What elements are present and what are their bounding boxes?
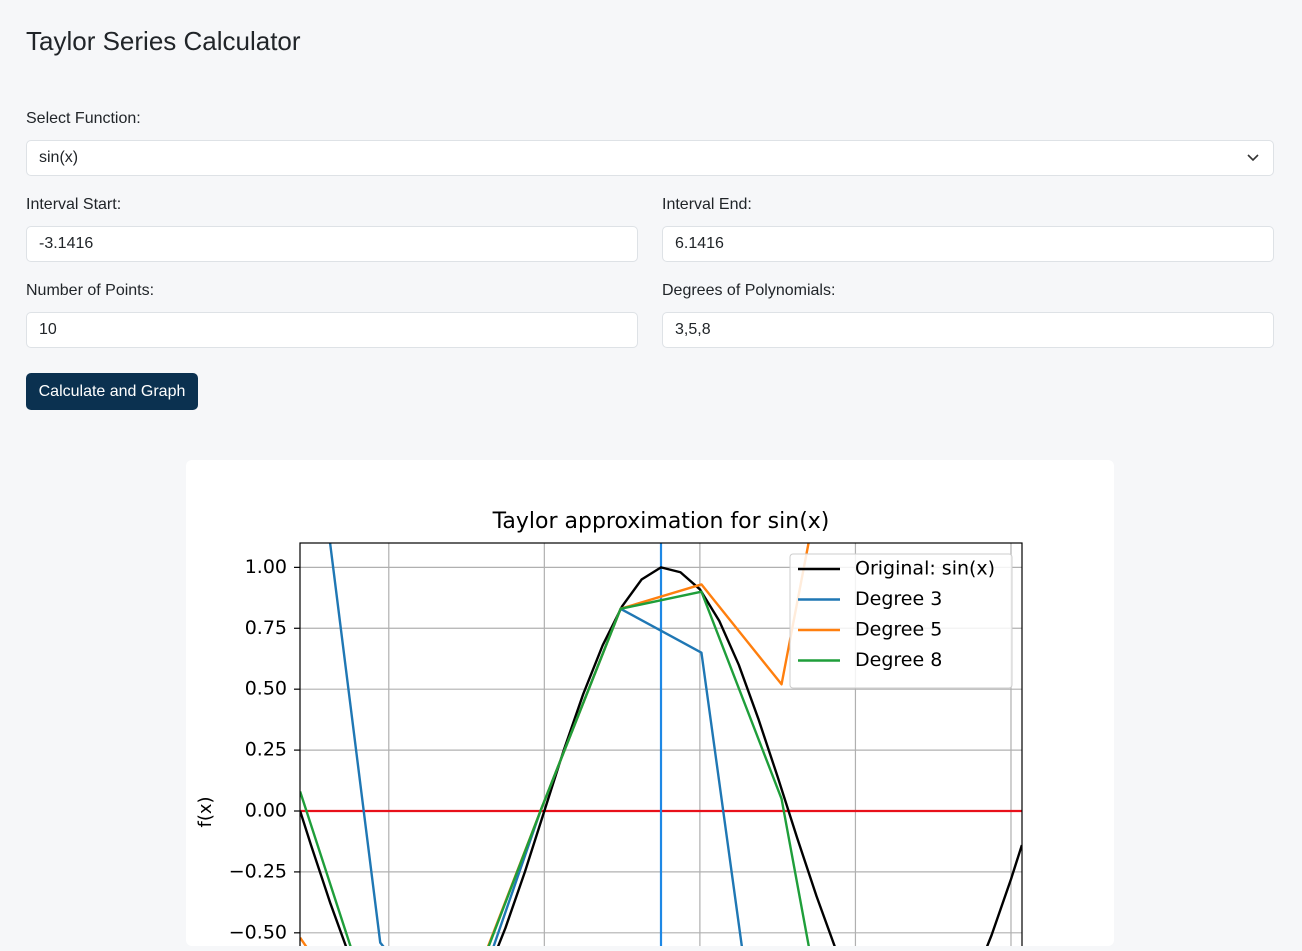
y-tick-label: −0.25 <box>229 860 287 882</box>
legend-box <box>789 553 1013 689</box>
y-tick-label: 0.00 <box>245 800 287 822</box>
y-tick-label: 0.25 <box>245 739 287 761</box>
input-value: 10 <box>39 321 57 338</box>
num-points-input[interactable]: 10 <box>26 312 638 348</box>
interval-end-input[interactable]: 6.1416 <box>662 226 1274 262</box>
legend-label: Degree 8 <box>855 649 942 671</box>
input-value: 3,5,8 <box>675 321 711 338</box>
label: Number of Points: <box>26 282 155 299</box>
select-value: sin(x) <box>39 149 79 166</box>
y-tick-label: 0.75 <box>245 617 287 639</box>
function-select[interactable]: sin(x) <box>26 140 1274 176</box>
legend-label: Degree 5 <box>855 619 942 641</box>
chart-card: Taylor approximation for sin(x) f(x) −0.… <box>186 460 1114 951</box>
y-tick-label: 1.00 <box>245 556 287 578</box>
legend-label: Original: sin(x) <box>855 558 995 580</box>
label: Interval Start: <box>26 196 122 213</box>
series-line <box>300 590 811 951</box>
series-line <box>328 543 744 951</box>
y-tick-label: −0.50 <box>229 921 287 943</box>
input-value: -3.1416 <box>39 235 94 252</box>
chart: Taylor approximation for sin(x) f(x) −0.… <box>195 509 1023 951</box>
plot-frame <box>299 542 1023 951</box>
series-line <box>300 543 810 951</box>
degrees-input[interactable]: 3,5,8 <box>662 312 1274 348</box>
label: Select Function: <box>26 110 141 127</box>
page-title: Taylor Series Calculator <box>26 26 301 56</box>
y-axis-label: f(x) <box>195 796 216 827</box>
legend-label: Degree 3 <box>855 588 942 610</box>
calculate-button[interactable]: Calculate and Graph <box>26 373 198 410</box>
label: Degrees of Polynomials: <box>662 282 836 299</box>
chart-title: Taylor approximation for sin(x) <box>492 509 830 534</box>
label: Interval End: <box>662 196 752 213</box>
chevron <box>1247 154 1259 162</box>
input-value: 6.1416 <box>675 235 724 252</box>
interval-start-input[interactable]: -3.1416 <box>26 226 638 262</box>
y-tick-label: 0.50 <box>245 678 287 700</box>
series-line <box>300 566 1022 951</box>
